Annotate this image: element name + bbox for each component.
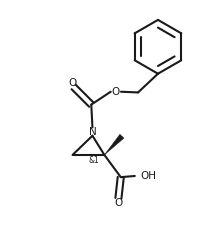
Text: &1: &1 bbox=[88, 156, 99, 165]
Text: O: O bbox=[114, 198, 123, 208]
Polygon shape bbox=[104, 134, 124, 155]
Text: OH: OH bbox=[141, 171, 157, 181]
Text: O: O bbox=[112, 87, 120, 97]
Text: N: N bbox=[89, 126, 96, 136]
Text: O: O bbox=[68, 78, 77, 88]
